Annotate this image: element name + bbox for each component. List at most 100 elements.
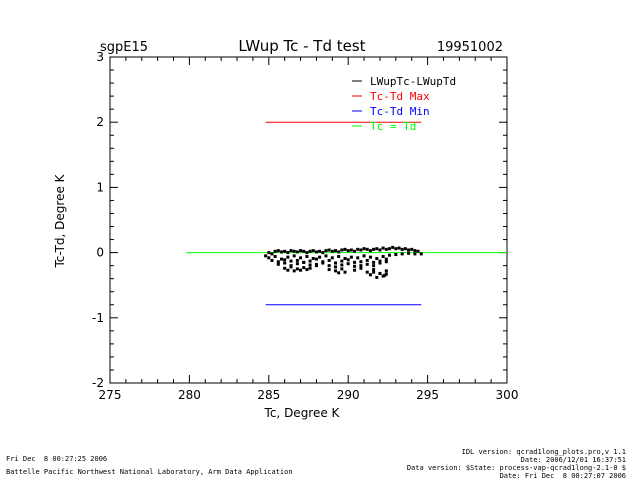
scatter-point (327, 258, 331, 262)
scatter-point (353, 260, 357, 264)
x-tick-label: 295 (416, 388, 439, 402)
scatter-point (308, 259, 312, 263)
scatter-point (372, 247, 376, 251)
scatter-point (413, 252, 417, 256)
scatter-point (387, 253, 391, 257)
scatter-point (273, 249, 277, 253)
y-tick-label: 0 (96, 246, 104, 260)
scatter-point (276, 262, 280, 266)
scatter-point (286, 255, 290, 259)
scatter-point (295, 262, 299, 266)
scatter-point (372, 268, 376, 272)
scatter-point (340, 259, 344, 263)
scatter-point (270, 252, 274, 256)
scatter-point (410, 247, 414, 251)
y-axis-label: Tc-Td, Degree K (53, 173, 67, 268)
scatter-point (321, 251, 325, 255)
scatter-point (384, 247, 388, 251)
x-tick-label: 280 (178, 388, 201, 402)
scatter-point (372, 260, 376, 264)
scatter-point (394, 247, 398, 251)
scatter-point (330, 256, 334, 260)
scatter-point (292, 254, 296, 258)
scatter-point (359, 264, 363, 268)
scatter-point (400, 247, 404, 251)
plot-marks (186, 121, 507, 306)
scatter-point (378, 271, 382, 275)
footer-idl-version: IDL version: qcrad1long_plots.pro,v 1.1 (461, 448, 626, 456)
scatter-point (305, 268, 309, 272)
scatter-point (324, 254, 328, 258)
scatter-point (384, 269, 388, 273)
scatter-point (372, 264, 376, 268)
scatter-point (346, 258, 350, 262)
scatter-point (381, 246, 385, 250)
scatter-point (302, 266, 306, 270)
scatter-point (359, 260, 363, 264)
scatter-point (403, 247, 407, 251)
x-axis-label: Tc, Degree K (264, 406, 341, 420)
scatter-point (283, 261, 287, 265)
scatter-point (333, 249, 337, 253)
scatter-point (280, 257, 284, 261)
scatter-point (346, 249, 350, 253)
scatter-point (384, 272, 388, 276)
scatter-point (419, 252, 423, 256)
legend-label-equal: Tc = Td (370, 120, 416, 133)
x-tick-label: 285 (257, 388, 280, 402)
scatter-point (343, 270, 347, 274)
plot-axes: 275 280 285 290 295 300 -2 -1 0 1 2 3 (92, 50, 518, 402)
footer-institution: Battelle Pacific Northwest National Labo… (6, 468, 293, 476)
x-tick-label: 290 (337, 388, 360, 402)
scatter-point (413, 249, 417, 253)
scatter-point (365, 247, 369, 251)
scatter-point (276, 260, 280, 264)
scatter-point (302, 249, 306, 253)
scatter-point (337, 271, 341, 275)
scatter-point (286, 251, 290, 255)
scatter-point (311, 256, 315, 260)
scatter-point (283, 258, 287, 262)
chart-title: LWup Tc - Td test (238, 37, 365, 55)
scatter-point (368, 273, 372, 277)
scatter-point (346, 262, 350, 266)
x-tick-label: 275 (99, 388, 122, 402)
scatter-point (365, 270, 369, 274)
scatter-point (295, 250, 299, 254)
y-tick-label: -1 (92, 311, 104, 325)
scatter-point (264, 254, 268, 258)
scatter-point (391, 245, 395, 249)
scatter-point (333, 261, 337, 265)
scatter-point (273, 255, 277, 259)
scatter-point (295, 258, 299, 262)
footer-run-time: Fri Dec 8 00:27:25 2006 (6, 455, 108, 463)
scatter-point (327, 248, 331, 252)
scatter-point (295, 267, 299, 271)
scatter-point (407, 251, 411, 255)
scatter-point (383, 273, 387, 277)
scatter-point (314, 264, 318, 268)
scatter-point (289, 265, 293, 269)
scatter-point (283, 249, 287, 253)
scatter-point (299, 256, 303, 260)
scatter-point (378, 261, 382, 265)
scatter-point (343, 256, 347, 260)
scatter-point (387, 247, 391, 251)
scatter-point (397, 246, 401, 250)
scatter-point (289, 259, 293, 263)
scatter-point (305, 251, 309, 255)
scatter-point (308, 249, 312, 253)
scatter-point (337, 250, 341, 254)
scatter-point (299, 249, 303, 253)
scatter-point (362, 254, 366, 258)
scatter-point (311, 249, 315, 253)
scatter-point (327, 264, 331, 268)
scatter-point (267, 256, 271, 260)
scatter-point (394, 253, 398, 257)
scatter-point (343, 247, 347, 251)
scatter-point (407, 248, 411, 252)
scatter-point (381, 274, 385, 278)
scatter-point (289, 249, 293, 253)
scatter-point (308, 266, 312, 270)
